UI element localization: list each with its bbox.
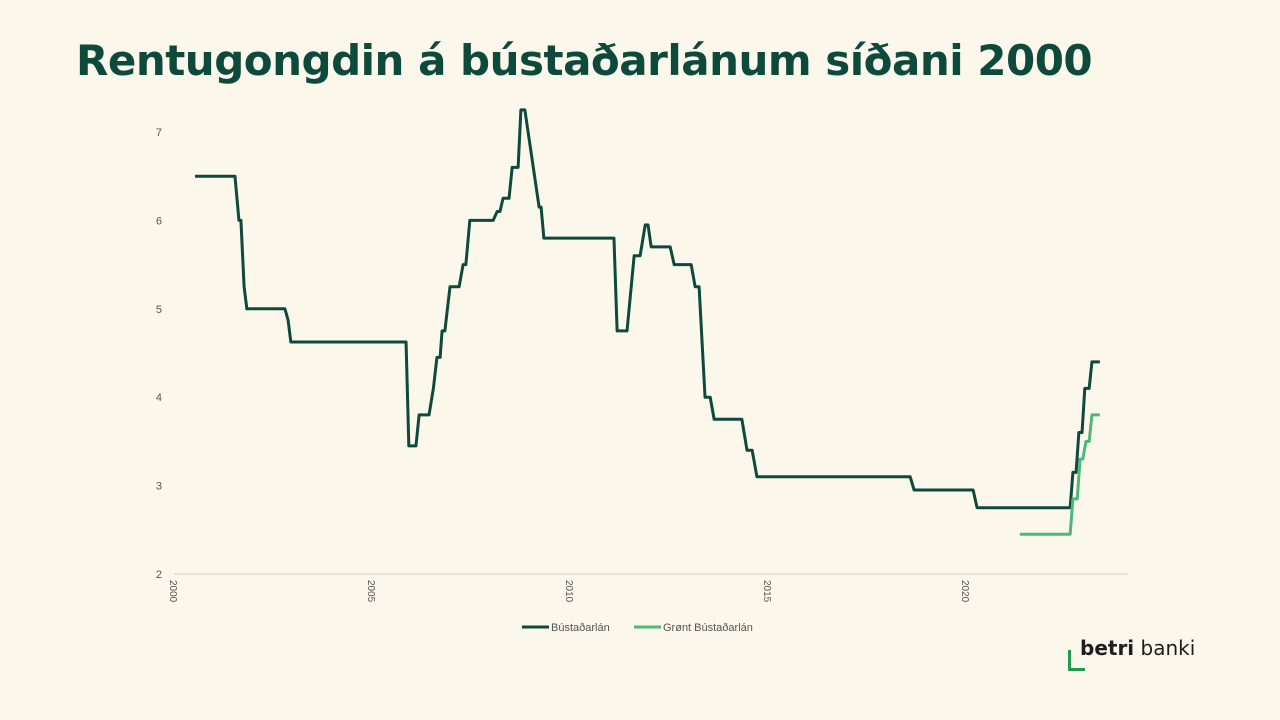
y-tick-label: 6 <box>156 215 162 227</box>
legend-label: Grønt Bústaðarlán <box>663 622 753 634</box>
y-tick-label: 2 <box>156 569 162 581</box>
y-tick-label: 4 <box>156 392 162 404</box>
x-tick-label: 2000 <box>167 580 178 603</box>
y-tick-label: 3 <box>156 481 162 493</box>
series-line-bustadarlan <box>194 108 1100 510</box>
y-tick-label: 7 <box>156 127 162 139</box>
x-tick-label: 2005 <box>365 580 376 603</box>
logo-light-text: banki <box>1140 636 1196 660</box>
page-title: Rentugongdin á bústaðarlánum síðani 2000 <box>76 36 1093 85</box>
legend-label: Bústaðarlán <box>551 622 610 634</box>
y-tick-label: 5 <box>156 304 162 316</box>
logo-bold-text: betri <box>1080 636 1135 660</box>
logo-bracket-icon <box>1068 650 1085 671</box>
x-tick-label: 2015 <box>761 580 772 603</box>
x-tick-label: 2010 <box>563 580 574 603</box>
series-line-gront-bustadarlan <box>1019 413 1100 536</box>
betri-banki-logo: betri banki <box>1066 636 1206 676</box>
x-tick-label: 2020 <box>959 580 970 603</box>
